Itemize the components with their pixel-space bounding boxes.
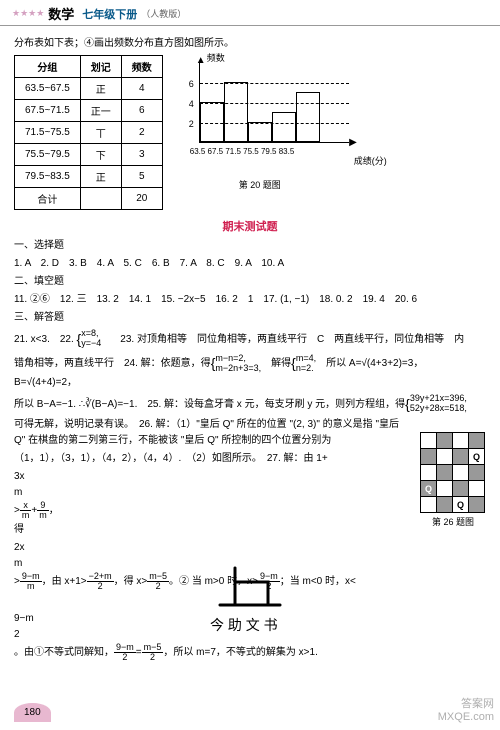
subject: 数学	[48, 4, 74, 23]
line-27: （1，1），（3，1），（4，2），（4，4）. （2）如图所示。 27. 解：…	[14, 451, 486, 467]
chart-caption: 第 20 题图	[239, 178, 281, 191]
stars: ★★★★	[12, 8, 44, 19]
handwriting: 今 助 文 书	[180, 560, 320, 650]
section-title: 期末测试题	[14, 218, 486, 234]
line-24: 错角相等，两直线平行 24. 解：依题意，得{m−n=2,m−2n+3=3, 解…	[14, 352, 486, 390]
svg-text:今 助 文 书: 今 助 文 书	[210, 617, 278, 633]
fill-ans: 11. ②⑥ 12. 三 13. 2 14. 1 15. −2x−5 16. 2…	[14, 292, 486, 308]
page-header: ★★★★ 数学 七年级下册 （人教版）	[0, 0, 500, 26]
sec-solve: 三、解答题	[14, 310, 486, 326]
grade: 七年级下册	[82, 6, 137, 22]
col-tally: 划记	[80, 56, 121, 78]
queen-grid: Q Q Q 第 26 题图	[420, 432, 486, 528]
line-25: 所以 B−A=−1. ∴∛(B−A)=−1. 25. 解：设每盒牙膏 x 元，每…	[14, 393, 486, 415]
histogram: 频数 ▲ ▶ 63.5 67.5 71.5 75.5 79.5 83.5 246…	[179, 55, 359, 165]
x-title: 成绩(分)	[354, 154, 387, 167]
frequency-table: 分组划记频数 63.5~67.5正4 67.5~71.5正一6 71.5~75.…	[14, 55, 163, 210]
sec-fill: 二、填空题	[14, 274, 486, 290]
page-number: 180	[14, 703, 51, 722]
choice-ans: 1. A 2. D 3. B 4. A 5. C 6. B 7. A 8. C …	[14, 256, 486, 272]
chart-axes: ▲ ▶ 63.5 67.5 71.5 75.5 79.5 83.5	[199, 63, 349, 143]
grid-caption: 第 26 题图	[420, 515, 486, 528]
col-group: 分组	[15, 56, 81, 78]
intro-text: 分布表如下表；④画出频数分布直方图如图所示。	[14, 34, 486, 49]
col-freq: 频数	[121, 56, 162, 78]
version: （人教版）	[141, 7, 186, 20]
watermark: 答案网MXQE.com	[438, 698, 494, 724]
y-arrow-icon: ▲	[196, 55, 206, 66]
line-27b: 得	[14, 522, 486, 538]
x-arrow-icon: ▶	[349, 137, 357, 148]
sec-choice: 一、选择题	[14, 238, 486, 254]
line-26: 可得无解，说明记录有误。 26. 解：（1）"皇后 Q" 所在的位置 "(2, …	[14, 417, 486, 449]
line-21-23: 21. x<3. 22. {x=8,y=−4 23. 对顶角相等 同位角相等，两…	[14, 328, 486, 350]
